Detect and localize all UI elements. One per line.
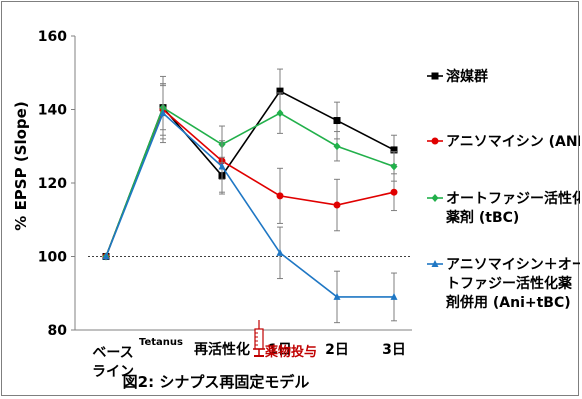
- y-tick-label: 80: [48, 323, 68, 339]
- data-point: [218, 162, 226, 170]
- data-point: [431, 260, 439, 267]
- data-point: [276, 192, 284, 200]
- legend-label: アニソマイシン＋オー: [446, 257, 580, 273]
- syringe-icon: [253, 320, 265, 357]
- y-tick-label: 100: [38, 250, 67, 266]
- series-2: [102, 85, 398, 261]
- x-tick-label: 2日: [325, 342, 349, 358]
- legend-entry-0: 溶媒群: [427, 68, 488, 85]
- series-line: [105, 90, 395, 257]
- legend-label: 溶媒群: [446, 68, 488, 85]
- data-point: [390, 146, 398, 154]
- legend-label: アニソマイシン (ANI): [446, 134, 580, 150]
- series-1: [102, 83, 398, 260]
- y-axis-label: % EPSP (Slope): [12, 101, 30, 230]
- data-point: [333, 201, 341, 209]
- data-point: [431, 194, 439, 202]
- x-tick-label: 3日: [382, 342, 406, 358]
- legend-label: トファジー活性化薬: [446, 275, 572, 292]
- x-tick-label: ライン: [92, 364, 134, 380]
- series-0: [102, 68, 398, 260]
- series-3: [102, 83, 398, 324]
- legend-entry-1: アニソマイシン (ANI): [427, 134, 580, 150]
- figure-caption: 図2: シナプス再固定モデル: [123, 373, 310, 391]
- data-point: [333, 117, 341, 125]
- y-tick-labels: 80 100 120 140 160: [38, 29, 67, 339]
- data-point: [390, 188, 398, 196]
- data-point: [390, 292, 398, 300]
- data-point: [333, 292, 341, 300]
- data-point: [431, 72, 439, 80]
- series-line: [105, 106, 395, 257]
- data-point: [159, 109, 167, 117]
- y-tick-label: 120: [38, 176, 67, 192]
- x-tick-label: Tetanus: [139, 337, 183, 348]
- series-line: [105, 111, 394, 298]
- x-tick-label: ベース: [92, 345, 133, 361]
- axes: [71, 35, 412, 331]
- drug-administration-annotation: 薬物投与: [264, 344, 317, 360]
- x-tick-label: 1日: [268, 342, 292, 358]
- y-tick-label: 140: [38, 103, 67, 119]
- legend-label: 薬剤 (tBC): [446, 209, 519, 226]
- series-line: [105, 108, 395, 257]
- data-point: [102, 252, 110, 260]
- legend-label: オートファジー活性化: [446, 190, 580, 207]
- data-point: [276, 248, 284, 256]
- data-point: [276, 87, 284, 95]
- x-tick-label: 再活性化: [194, 341, 250, 358]
- legend-label: 剤併用 (Ani+tBC): [445, 294, 571, 311]
- series-group: [102, 68, 398, 324]
- data-point: [276, 109, 284, 118]
- data-point: [390, 162, 398, 171]
- y-tick-label: 160: [38, 29, 67, 45]
- data-point: [333, 142, 341, 151]
- data-point: [431, 137, 439, 145]
